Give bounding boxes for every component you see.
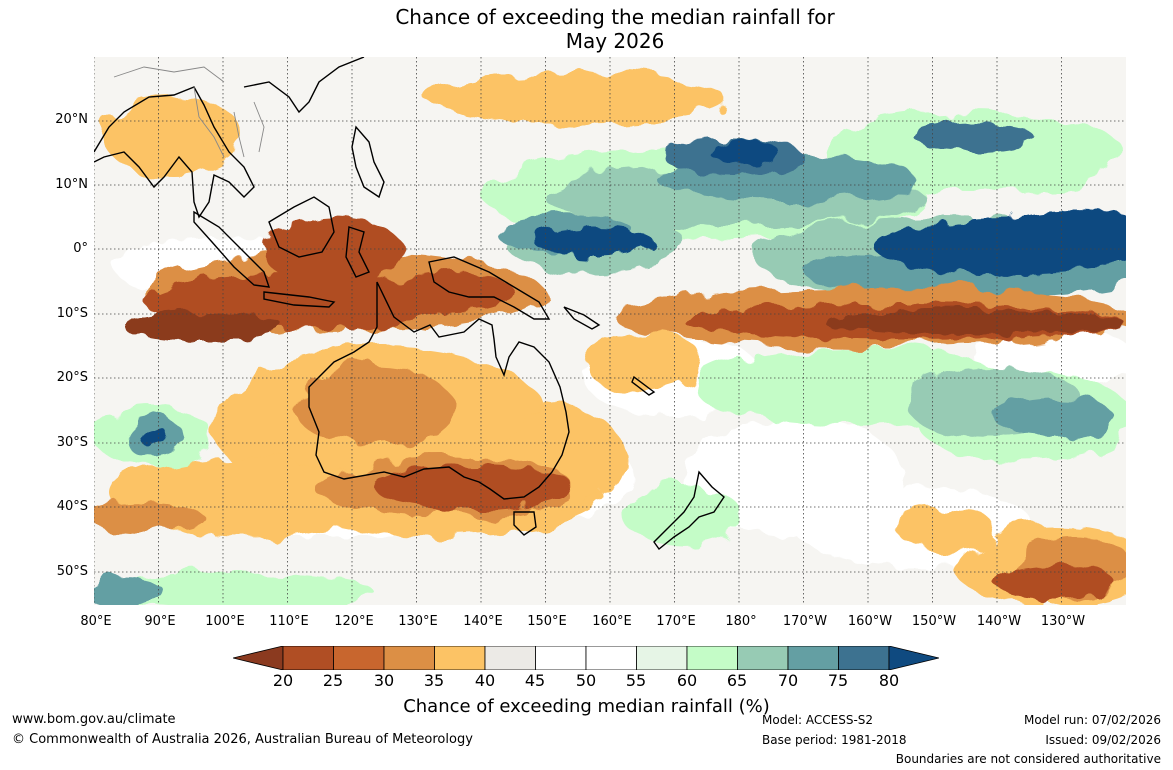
lat-label-40s: 40°S (56, 499, 88, 514)
colorbar-tick-40: 40 (474, 671, 496, 690)
lon-label-170w: 170°W (782, 614, 828, 629)
colorbar-tick-50: 50 (575, 671, 597, 690)
colorbar-tick-80: 80 (878, 671, 900, 690)
wet-strong-areas (139, 123, 1126, 447)
java-coast (263, 291, 336, 308)
colorbar-cell (282, 646, 334, 670)
colorbar-cell (838, 646, 890, 670)
lon-label-180: 180° (725, 614, 757, 629)
lon-label-160e: 160°E (592, 614, 632, 629)
colorbar-label: Chance of exceeding median rainfall (%) (403, 696, 770, 717)
colorbar-arrow-low (233, 646, 284, 670)
lon-label-90e: 90°E (144, 614, 176, 629)
lon-label-110e: 110°E (269, 614, 309, 629)
colorbar-tick-75: 75 (827, 671, 849, 690)
footer-base-period: Base period: 1981-2018 (762, 733, 907, 747)
coastlines (94, 57, 725, 551)
colorbar-cell (787, 646, 839, 670)
colorbar-tick-30: 30 (373, 671, 395, 690)
colorbar-cell (585, 646, 637, 670)
map-canvas (94, 57, 1126, 605)
colorbar-cells (233, 646, 939, 670)
lat-label-10s: 10°S (56, 306, 88, 321)
lon-label-150e: 150°E (527, 614, 567, 629)
lat-label-20s: 20°S (56, 370, 88, 385)
colorbar-cell (383, 646, 435, 670)
rainfall-map (94, 57, 1126, 605)
country-borders (113, 66, 265, 158)
footer-disclaimer: Boundaries are not considered authoritat… (895, 752, 1161, 766)
colorbar-tick-25: 25 (322, 671, 344, 690)
lon-label-130w: 130°W (1040, 614, 1086, 629)
lon-label-160w: 160°W (847, 614, 893, 629)
lat-label-20n: 20°N (55, 112, 88, 127)
colorbar-tick-70: 70 (777, 671, 799, 690)
footer-issued: Issued: 09/02/2026 (1045, 733, 1161, 747)
footer-model: Model: ACCESS-S2 (762, 713, 874, 727)
colorbar-tick-20: 20 (272, 671, 294, 690)
dry-strong-areas (124, 217, 1124, 600)
borneo-coast (268, 196, 335, 258)
philippines-coast (351, 125, 385, 199)
colorbar-tick-65: 65 (726, 671, 748, 690)
solomons-coast (563, 306, 601, 330)
colorbar-cell (686, 646, 738, 670)
asia-north-coast (243, 57, 365, 114)
sumatra-coast (193, 210, 271, 288)
map-title: Chance of exceeding the median rainfall … (0, 5, 1173, 53)
colorbar-cell (535, 646, 587, 670)
new-guinea-coast (428, 256, 551, 320)
lon-label-100e: 100°E (205, 614, 245, 629)
graticule (94, 57, 1126, 605)
title-line-2: May 2026 (565, 29, 665, 53)
lon-label-140w: 140°W (976, 614, 1022, 629)
colorbar-tick-60: 60 (676, 671, 698, 690)
colorbar-cell (636, 646, 688, 670)
lat-label-50s: 50°S (56, 564, 88, 579)
new-zealand-coast (653, 470, 725, 551)
colorbar-arrow-high (888, 646, 939, 670)
lon-label-130e: 130°E (398, 614, 438, 629)
colorbar-cell (434, 646, 486, 670)
footer-website: www.bom.gov.au/climate (12, 712, 176, 727)
lat-label-10n: 10°N (55, 177, 88, 192)
colorbar-tick-35: 35 (423, 671, 445, 690)
lon-label-170e: 170°E (656, 614, 696, 629)
new-caledonia-coast (631, 375, 656, 396)
lon-label-120e: 120°E (334, 614, 374, 629)
colorbar-cell (484, 646, 536, 670)
colorbar (233, 646, 939, 670)
lat-label-30s: 30°S (56, 435, 88, 450)
australia-coast (308, 281, 570, 500)
title-line-1: Chance of exceeding the median rainfall … (395, 5, 835, 29)
asia-mainland-coast (94, 86, 255, 219)
tasmania-coast (513, 511, 537, 536)
sulawesi-coast (345, 226, 370, 278)
lon-label-80e: 80°E (80, 614, 112, 629)
lon-label-140e: 140°E (463, 614, 503, 629)
lat-label-equator: 0° (73, 241, 88, 256)
colorbar-cell (737, 646, 789, 670)
lon-label-150w: 150°W (911, 614, 957, 629)
colorbar-tick-45: 45 (524, 671, 546, 690)
footer-model-run: Model run: 07/02/2026 (1023, 713, 1161, 727)
colorbar-tick-55: 55 (625, 671, 647, 690)
colorbar-cell (333, 646, 385, 670)
footer-copyright: © Commonwealth of Australia 2026, Austra… (12, 732, 473, 747)
